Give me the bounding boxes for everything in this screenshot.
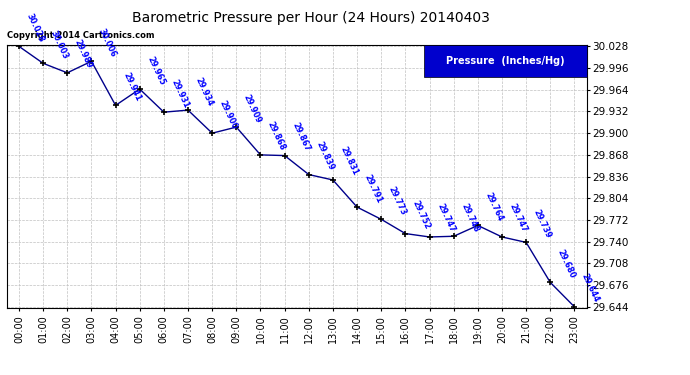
Text: 29.747: 29.747 [435, 202, 456, 234]
Text: 29.868: 29.868 [266, 120, 287, 152]
Text: 29.965: 29.965 [146, 55, 166, 86]
Text: 29.839: 29.839 [315, 140, 335, 172]
Text: 29.989: 29.989 [73, 38, 94, 70]
Text: 29.764: 29.764 [484, 191, 504, 223]
Text: 29.644: 29.644 [580, 272, 601, 304]
Text: 30.028: 30.028 [25, 12, 46, 44]
Text: 30.003: 30.003 [49, 29, 70, 60]
Text: Pressure  (Inches/Hg): Pressure (Inches/Hg) [446, 56, 564, 66]
Text: 29.941: 29.941 [121, 71, 142, 103]
Text: 29.931: 29.931 [170, 78, 190, 110]
Text: 29.680: 29.680 [556, 248, 577, 280]
Text: 29.739: 29.739 [532, 208, 553, 240]
Text: 29.831: 29.831 [339, 146, 359, 177]
Text: 29.791: 29.791 [363, 172, 384, 204]
Text: Copyright 2014 Cartronics.com: Copyright 2014 Cartronics.com [7, 31, 155, 40]
Text: 29.752: 29.752 [411, 199, 432, 231]
Text: 29.773: 29.773 [387, 185, 408, 216]
Text: 29.748: 29.748 [460, 202, 480, 234]
Text: 29.900: 29.900 [218, 99, 239, 130]
Text: 29.909: 29.909 [242, 93, 263, 124]
Text: Barometric Pressure per Hour (24 Hours) 20140403: Barometric Pressure per Hour (24 Hours) … [132, 11, 489, 25]
Text: 29.867: 29.867 [290, 121, 311, 153]
Bar [424, 45, 586, 76]
Text: 29.934: 29.934 [194, 76, 215, 107]
Text: 30.006: 30.006 [97, 27, 118, 58]
Text: 29.747: 29.747 [508, 202, 529, 234]
